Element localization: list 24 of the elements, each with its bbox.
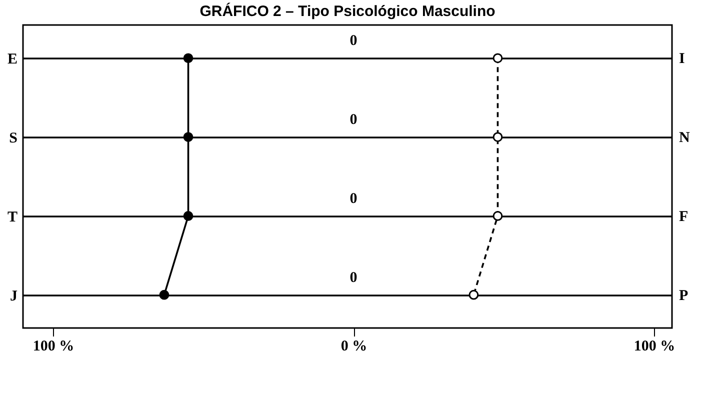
point bbox=[183, 211, 194, 221]
point bbox=[492, 53, 503, 64]
y2-tick-label: I bbox=[679, 51, 685, 68]
y-tick-label: T bbox=[7, 209, 18, 226]
y-tick-label: S bbox=[9, 130, 18, 147]
point bbox=[183, 53, 194, 64]
annotation: 0 bbox=[350, 112, 358, 128]
y2-tick-label: N bbox=[679, 130, 690, 146]
y2-tick-label: F bbox=[679, 208, 688, 225]
x-tick-label: 100 % bbox=[32, 338, 74, 354]
annotation: 0 bbox=[350, 190, 358, 207]
y-tick-label: J bbox=[10, 288, 18, 304]
annotation: 0 bbox=[350, 33, 358, 50]
chart-title: GRÁFICO 2 – Tipo Psicológico Masculino bbox=[200, 2, 496, 20]
point bbox=[159, 290, 170, 300]
x-tick-label: 100 % bbox=[634, 338, 676, 354]
point bbox=[492, 132, 503, 142]
y2-tick-label: P bbox=[679, 288, 688, 304]
y-tick-label: E bbox=[7, 52, 18, 68]
point bbox=[183, 132, 194, 142]
x-tick-label: 0 % bbox=[340, 338, 368, 354]
point bbox=[492, 211, 503, 221]
point bbox=[468, 290, 479, 300]
annotation: 0 bbox=[350, 270, 358, 286]
